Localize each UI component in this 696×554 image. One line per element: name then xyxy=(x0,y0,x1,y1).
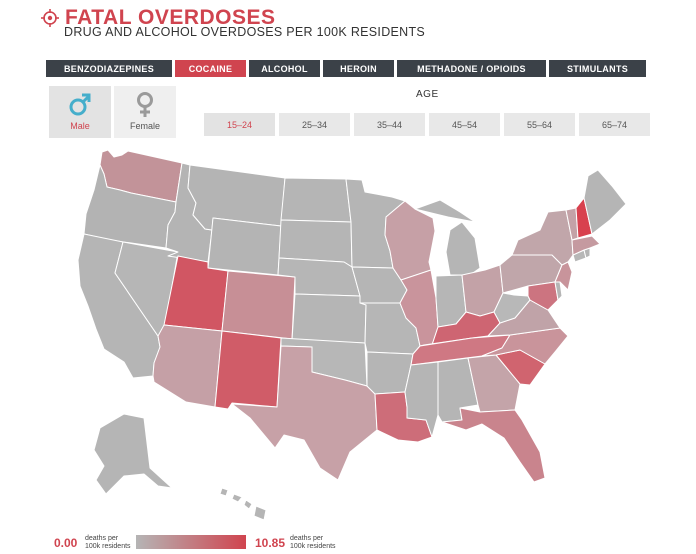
page-title: FATAL OVERDOSES xyxy=(65,6,276,29)
state-new-mexico[interactable] xyxy=(214,330,282,410)
tab-alcohol[interactable]: ALCOHOL xyxy=(249,60,320,77)
tab-cocaine[interactable]: COCAINE xyxy=(175,60,246,77)
female-symbol-icon xyxy=(137,92,153,117)
state-north-dakota[interactable] xyxy=(280,177,352,223)
age-button-65-74[interactable]: 65–74 xyxy=(579,113,650,136)
drug-tabs: BENZODIAZEPINES COCAINE ALCOHOL HEROIN M… xyxy=(46,60,649,77)
state-hawaii[interactable] xyxy=(219,487,267,521)
state-alaska[interactable] xyxy=(93,413,173,495)
tab-benzodiazepines[interactable]: BENZODIAZEPINES xyxy=(46,60,172,77)
state-new-jersey[interactable] xyxy=(554,261,573,291)
male-symbol-icon xyxy=(69,93,91,116)
age-button-15-24[interactable]: 15–24 xyxy=(204,113,275,136)
state-colorado[interactable] xyxy=(221,270,296,340)
state-michigan[interactable] xyxy=(414,199,481,276)
target-icon xyxy=(41,9,59,27)
tab-stimulants[interactable]: STIMULANTS xyxy=(549,60,646,77)
legend-min-value: 0.00 xyxy=(54,536,78,550)
state-maine[interactable] xyxy=(583,169,627,235)
header: FATAL OVERDOSES xyxy=(40,6,276,30)
legend: 0.00 deaths per 100k residents 10.85 deat… xyxy=(54,530,354,552)
legend-gradient-bar xyxy=(136,535,246,549)
page-subtitle: DRUG AND ALCOHOL OVERDOSES PER 100K RESI… xyxy=(64,25,426,39)
legend-max-value: 10.85 xyxy=(255,536,286,550)
tab-methadone-opioids[interactable]: METHADONE / OPIOIDS xyxy=(397,60,546,77)
age-button-35-44[interactable]: 35–44 xyxy=(354,113,425,136)
legend-max-unit: deaths per 100k residents xyxy=(290,535,336,550)
age-button-25-34[interactable]: 25–34 xyxy=(279,113,350,136)
state-arizona[interactable] xyxy=(152,324,223,408)
state-massachusetts[interactable] xyxy=(571,235,601,256)
female-button[interactable]: Female xyxy=(114,86,176,138)
legend-min-unit: deaths per 100k residents xyxy=(85,535,131,550)
state-wyoming[interactable] xyxy=(207,217,282,276)
state-wisconsin[interactable] xyxy=(384,200,436,281)
male-label: Male xyxy=(70,121,90,131)
state-florida[interactable] xyxy=(441,407,546,483)
state-texas[interactable] xyxy=(231,345,378,481)
state-kansas[interactable] xyxy=(291,293,367,344)
female-label: Female xyxy=(129,121,160,131)
age-button-45-54[interactable]: 45–54 xyxy=(429,113,500,136)
age-buttons: 15–24 25–34 35–44 45–54 55–64 65–74 xyxy=(204,113,650,136)
age-button-55-64[interactable]: 55–64 xyxy=(504,113,575,136)
us-map xyxy=(77,149,627,521)
tab-heroin[interactable]: HEROIN xyxy=(323,60,394,77)
state-montana[interactable] xyxy=(187,164,286,231)
male-button[interactable]: Male xyxy=(49,86,111,138)
age-label: AGE xyxy=(416,89,439,100)
